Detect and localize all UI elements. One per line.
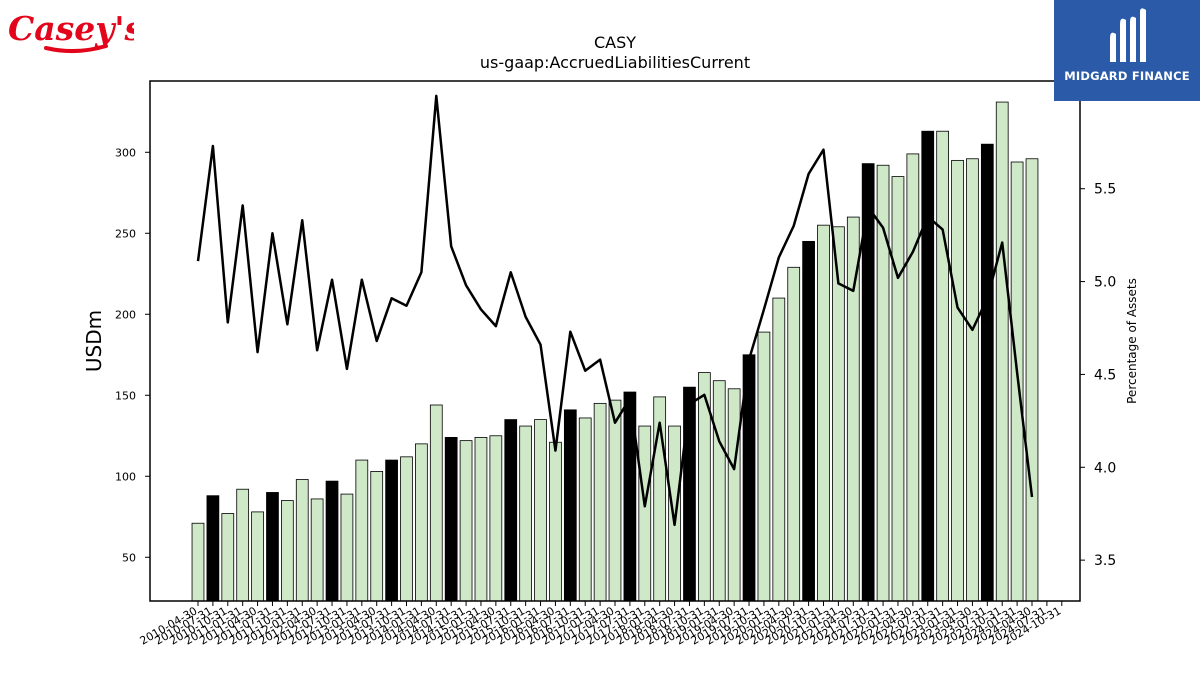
bar <box>191 522 205 602</box>
bar <box>280 500 294 602</box>
right-tick-label: 4.5 <box>1094 367 1116 383</box>
bar <box>608 399 622 602</box>
bar <box>251 511 264 602</box>
right-tick-label: 5.0 <box>1094 275 1116 291</box>
bar <box>415 443 428 602</box>
chart-subtitle: us-gaap:AccruedLiabilitiesCurrent <box>480 53 750 72</box>
bar <box>891 176 905 602</box>
bar <box>578 417 592 602</box>
right-axis-ticks: 3.54.04.55.05.56.0 <box>1080 89 1116 569</box>
bar <box>802 240 815 602</box>
bar <box>668 425 681 602</box>
bar <box>519 425 533 602</box>
y-axis-label-left: USDm <box>82 310 106 372</box>
bar <box>206 495 220 602</box>
bar <box>593 402 607 602</box>
chart-title: CASY <box>594 33 636 52</box>
left-tick-label: 200 <box>115 308 136 321</box>
bar <box>549 441 562 602</box>
bar <box>563 409 577 602</box>
caseys-logo-image: Casey's <box>8 9 143 53</box>
bar <box>429 404 443 602</box>
bar <box>459 440 473 602</box>
bar <box>266 492 279 602</box>
bar <box>370 470 384 602</box>
left-axis-ticks: 50 100 150 200 250 300 <box>115 146 150 564</box>
bar <box>772 297 786 602</box>
bar <box>757 331 771 602</box>
bar <box>400 456 413 602</box>
bar <box>325 480 339 602</box>
bar <box>340 493 354 602</box>
right-tick-label: 3.5 <box>1094 553 1116 569</box>
bar <box>817 224 830 602</box>
bar <box>921 130 935 602</box>
right-tick-label: 4.0 <box>1094 460 1116 476</box>
bars-group <box>191 101 1039 602</box>
y-axis-label-right: Percentage of Assets <box>1125 278 1139 404</box>
left-tick-label: 300 <box>115 146 136 159</box>
bar <box>310 498 324 602</box>
bar <box>787 266 801 602</box>
bar <box>385 459 398 602</box>
bar <box>727 388 741 602</box>
bar <box>444 436 458 602</box>
bar <box>712 380 726 602</box>
bar <box>683 386 696 602</box>
svg-text:Casey's: Casey's <box>8 9 134 48</box>
left-tick-label: 150 <box>115 389 136 402</box>
midgard-logo-text: MIDGARD FINANCE <box>1064 69 1190 83</box>
bar <box>980 143 994 602</box>
bar <box>936 130 950 602</box>
right-tick-label: 5.5 <box>1094 182 1116 198</box>
bar <box>489 435 503 602</box>
left-tick-label: 250 <box>115 227 136 240</box>
bar <box>221 513 235 602</box>
bar <box>474 436 488 602</box>
bar <box>995 101 1009 602</box>
midgard-finance-logo: MIDGARD FINANCE <box>1054 0 1200 101</box>
bar <box>906 153 920 602</box>
x-axis-ticks: 2010-04-302010-07-312010-10-312011-01-31… <box>138 601 1063 648</box>
bar <box>638 425 652 602</box>
bar <box>504 419 518 602</box>
midgard-emblem-icon <box>1110 8 1146 63</box>
left-tick-label: 50 <box>122 551 136 564</box>
bar <box>534 419 547 602</box>
bar <box>355 459 369 602</box>
line-group <box>196 94 1034 527</box>
percentage-line <box>196 94 1034 527</box>
bar <box>236 488 250 602</box>
bar <box>966 158 979 602</box>
bar <box>295 479 309 602</box>
bar <box>1025 158 1039 602</box>
caseys-logo: Casey's <box>6 2 143 58</box>
bar <box>951 159 964 602</box>
left-tick-label: 100 <box>115 470 136 483</box>
bar <box>846 216 860 602</box>
